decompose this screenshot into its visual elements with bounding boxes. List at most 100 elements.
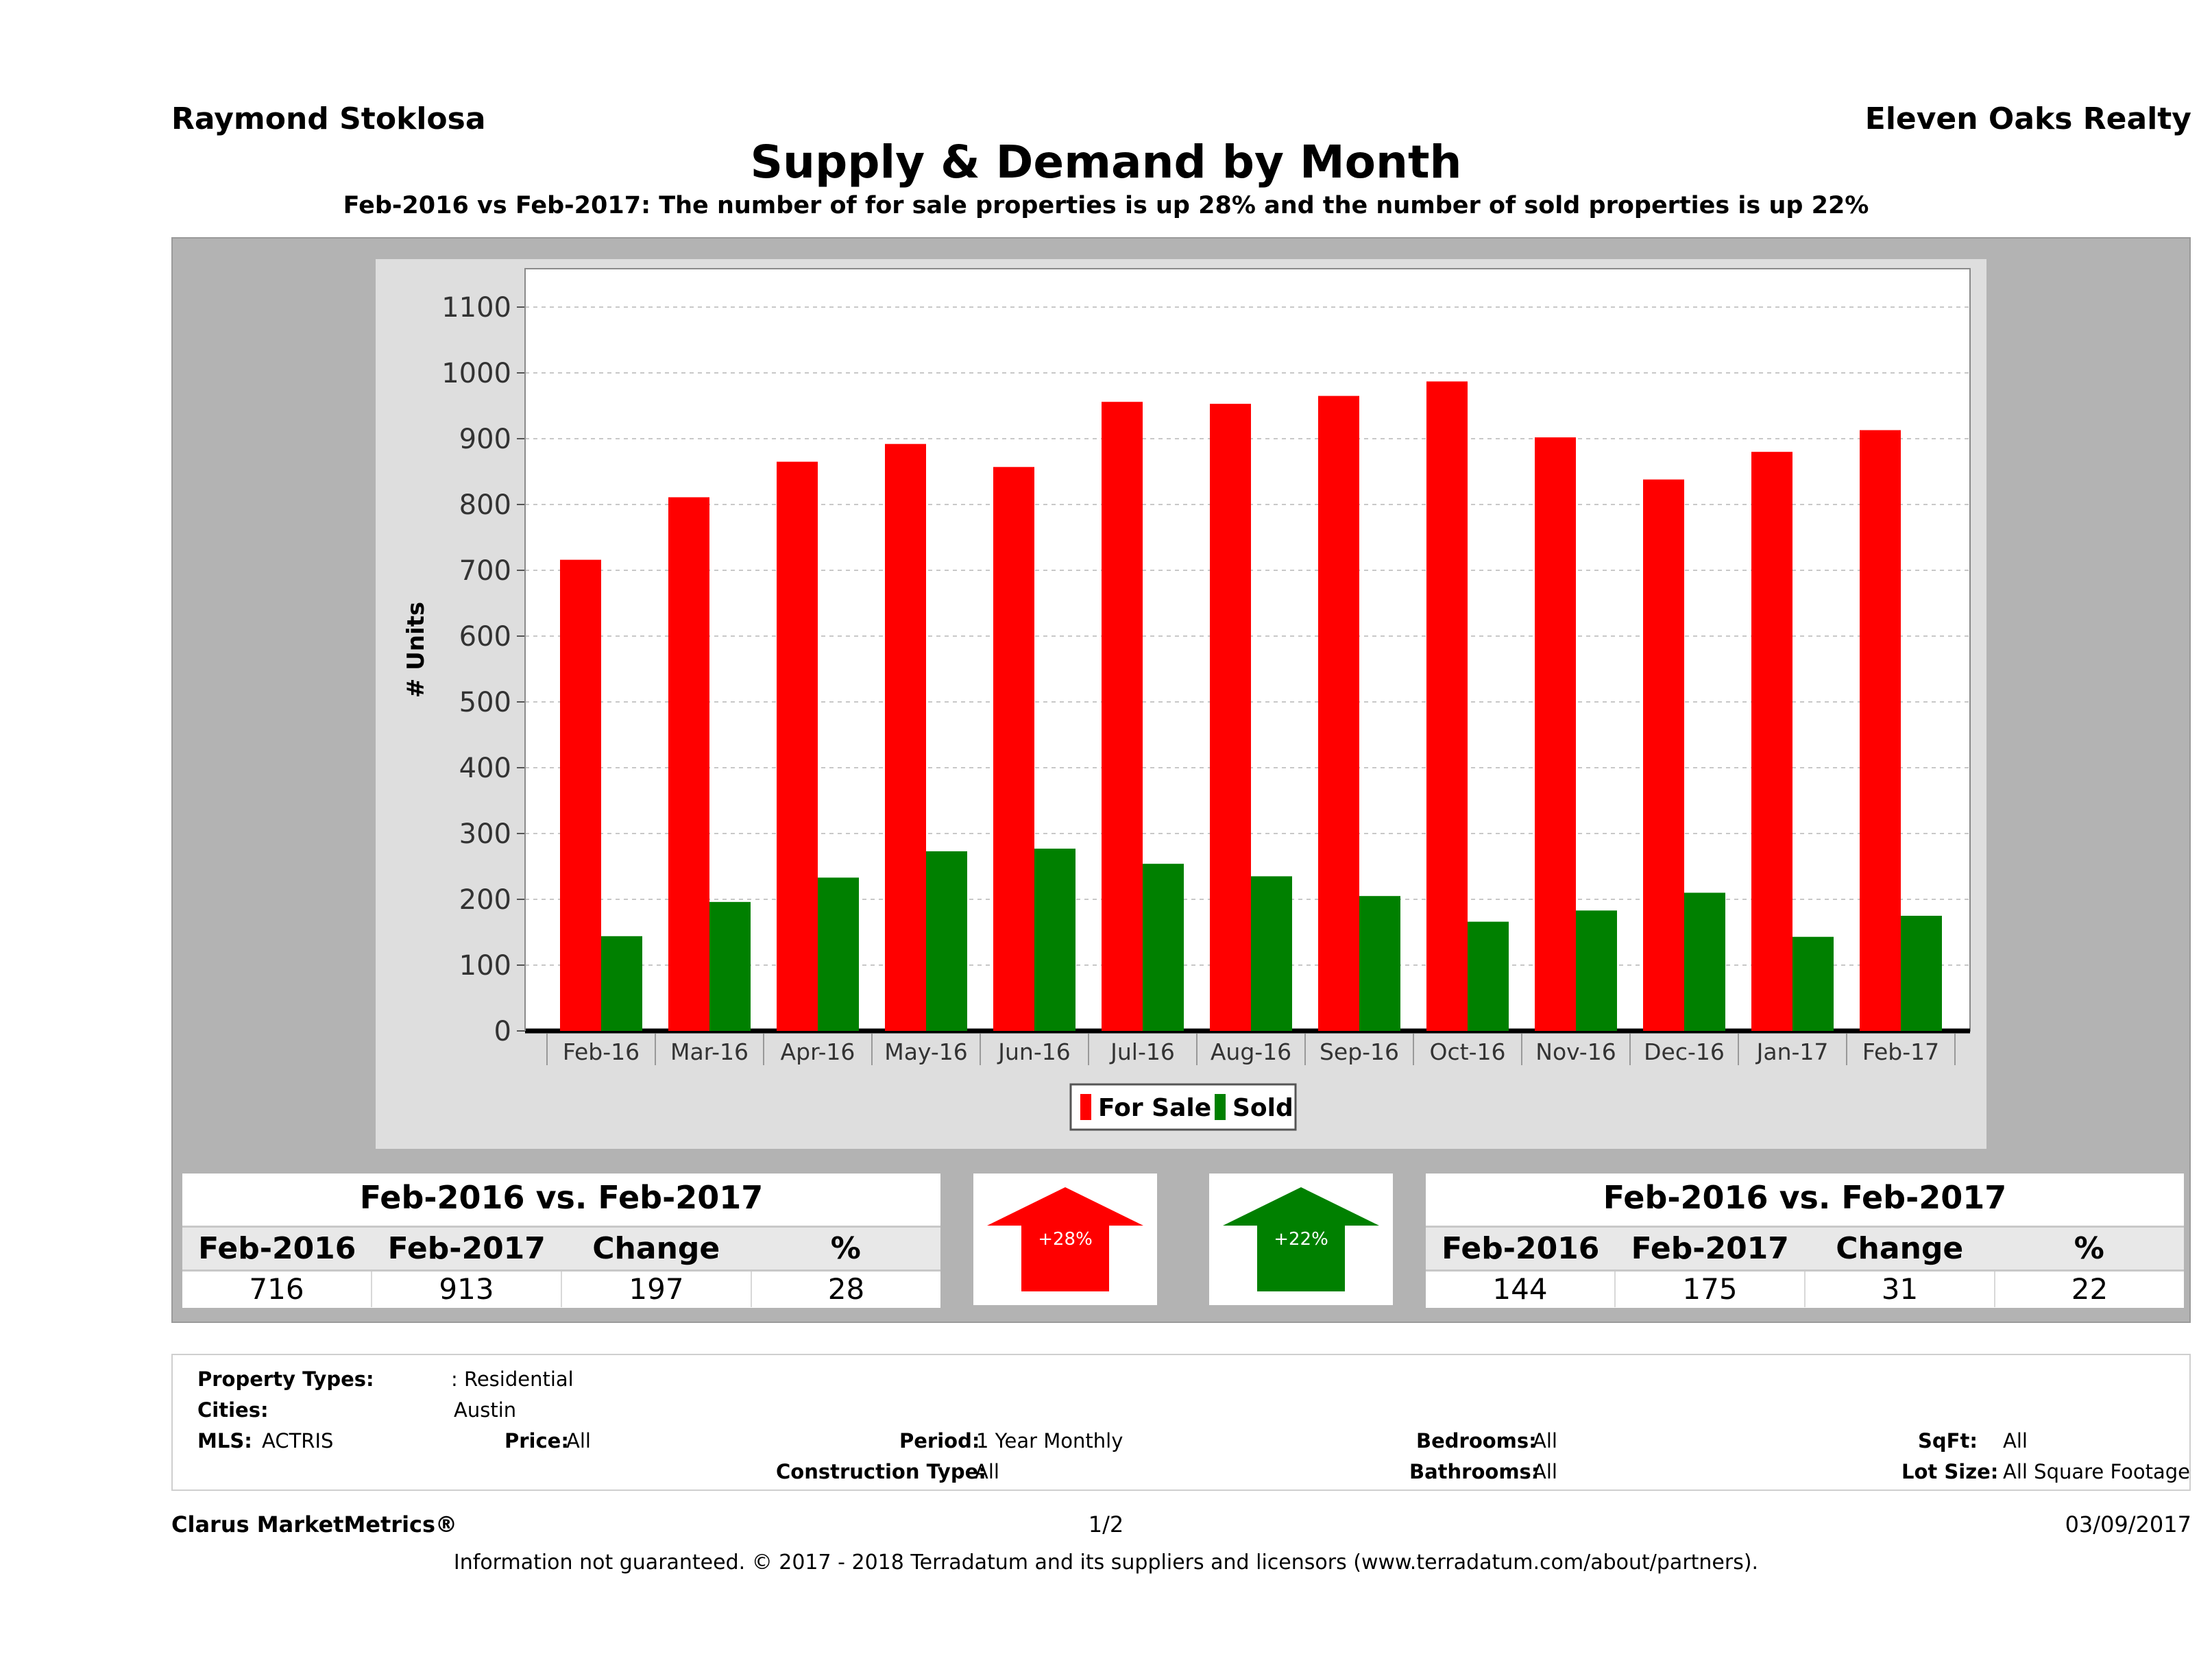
price-value: All [566, 1429, 591, 1452]
x-tick-label: Nov-16 [1535, 1038, 1616, 1065]
for-sale-change-value: 197 [562, 1272, 752, 1307]
lot-size-label: Lot Size: [1901, 1460, 1999, 1483]
sold-col-end: Feb-2017 [1631, 1231, 1789, 1266]
for-sale-bar [560, 559, 601, 1031]
for-sale-bar [1643, 479, 1684, 1031]
sold-bar [1251, 876, 1292, 1031]
for-sale-bar [1426, 381, 1468, 1031]
sold-legend-swatch [1215, 1094, 1226, 1120]
for-sale-percent-value: 28 [827, 1272, 865, 1306]
x-tick-label: Oct-16 [1430, 1038, 1506, 1065]
sold-col-percent: % [2074, 1231, 2104, 1266]
sold-arrow-label: +22% [1274, 1229, 1328, 1250]
mls-label: MLS: [197, 1429, 252, 1452]
for-sale-arrow-label: +28% [1038, 1229, 1093, 1250]
page-number: 1/2 [1088, 1511, 1124, 1537]
footer-brand: Clarus MarketMetrics® [171, 1511, 458, 1537]
bar-chart: 0 100 200 300 400 500 600 700 800 900 1000 1100 # Un… [402, 268, 1971, 1131]
for-sale-stats-heading: Feb-2016 vs. Feb-2017 [359, 1179, 764, 1216]
mls-value: ACTRIS [262, 1429, 334, 1452]
for-sale-bar [668, 497, 709, 1031]
x-tick-label: Jan-17 [1755, 1038, 1829, 1065]
for-sale-bar [885, 443, 926, 1031]
x-tick-label: Apr-16 [781, 1038, 855, 1065]
company-name: Eleven Oaks Realty [1864, 101, 2191, 136]
sqft-label: SqFt: [1918, 1429, 1978, 1452]
sqft-value: All [2003, 1429, 2028, 1452]
y-axis-label: # Units [402, 602, 430, 698]
for-sale-start-value: 716 [182, 1272, 372, 1307]
for-sale-col-end: Feb-2017 [387, 1231, 546, 1266]
sold-bar [1034, 849, 1075, 1031]
y-tick-label: 700 [459, 555, 511, 587]
for-sale-bar [1535, 437, 1576, 1031]
for-sale-bar [1210, 404, 1251, 1031]
property-types-label: Property Types: [197, 1367, 374, 1391]
sold-legend-label: Sold [1232, 1094, 1293, 1122]
sold-col-change: Change [1836, 1231, 1964, 1266]
for-sale-bar [777, 461, 818, 1031]
sold-bar [1792, 936, 1834, 1031]
lot-size-value: All Square Footage [2003, 1460, 2191, 1483]
sold-stats-heading: Feb-2016 vs. Feb-2017 [1603, 1179, 2007, 1216]
bathrooms-value: All [1533, 1460, 1557, 1483]
for-sale-col-percent: % [830, 1231, 861, 1266]
x-tick-label: Sep-16 [1320, 1038, 1399, 1065]
for-sale-legend-label: For Sale [1098, 1094, 1211, 1122]
for-sale-end-value: 913 [372, 1272, 562, 1307]
legend [1069, 1083, 1297, 1131]
y-tick-label: 900 [459, 424, 511, 455]
construction-type-value: All [975, 1460, 999, 1483]
y-tick-label: 200 [459, 884, 511, 916]
bedrooms-value: All [1533, 1429, 1557, 1452]
period-value: 1 Year Monthly [976, 1429, 1123, 1452]
for-sale-col-start: Feb-2016 [198, 1231, 356, 1266]
agent-name: Raymond Stoklosa [171, 101, 486, 136]
sold-bar [1576, 910, 1617, 1031]
y-tick-label: 600 [459, 621, 511, 653]
y-tick-label: 1100 [441, 292, 511, 324]
sold-stats-table: Feb-2016 vs. Feb-2017 Feb-2016 Feb-2017 … [1426, 1174, 2184, 1308]
for-sale-bar [1860, 430, 1901, 1031]
for-sale-stats-table: Feb-2016 vs. Feb-2017 Feb-2016 Feb-2017 … [182, 1174, 940, 1308]
sold-change-value: 31 [1806, 1272, 1995, 1307]
bedrooms-label: Bedrooms: [1416, 1429, 1537, 1452]
for-sale-legend-swatch [1080, 1094, 1091, 1120]
y-tick-label: 400 [459, 753, 511, 784]
report-date: 03/09/2017 [2065, 1511, 2191, 1537]
cities-label: Cities: [197, 1398, 269, 1422]
sold-bar [926, 851, 967, 1031]
x-tick-label: Jun-16 [997, 1038, 1070, 1065]
sold-bar [1359, 896, 1400, 1031]
bathrooms-label: Bathrooms: [1409, 1460, 1540, 1483]
x-tick-label: Aug-16 [1211, 1038, 1291, 1065]
x-tick-label: Feb-16 [563, 1038, 640, 1065]
sold-bar [818, 877, 859, 1031]
sold-start-value: 144 [1426, 1272, 1616, 1307]
sold-bar [1684, 892, 1725, 1031]
y-tick-label: 0 [494, 1016, 511, 1047]
x-tick-label: May-16 [884, 1038, 968, 1065]
sold-col-start: Feb-2016 [1442, 1231, 1600, 1266]
construction-type-label: Construction Type: [776, 1460, 986, 1483]
report-filters: Property Types: : Residential Cities: Au… [171, 1354, 2191, 1491]
for-sale-up-arrow-icon: +28% [987, 1187, 1143, 1291]
report-title: Supply & Demand by Month [750, 136, 1462, 189]
for-sale-bar [1751, 452, 1792, 1031]
sold-end-value: 175 [1616, 1272, 1806, 1307]
x-tick-label: Jul-16 [1109, 1038, 1175, 1065]
period-label: Period: [899, 1429, 980, 1452]
sold-percent-value: 22 [2071, 1272, 2108, 1306]
property-types-value: : Residential [451, 1367, 574, 1391]
report-subtitle: Feb-2016 vs Feb-2017: The number of for … [343, 192, 1869, 219]
for-sale-col-change: Change [592, 1231, 720, 1266]
x-tick-label: Feb-17 [1862, 1038, 1939, 1065]
y-tick-label: 300 [459, 818, 511, 850]
sold-bar [1468, 921, 1509, 1031]
sold-bar [1143, 864, 1184, 1031]
sold-bar [1901, 916, 1942, 1031]
y-tick-label: 500 [459, 687, 511, 718]
for-sale-bar [993, 467, 1034, 1031]
sold-up-arrow-icon: +22% [1223, 1187, 1379, 1291]
sold-bar [601, 936, 642, 1031]
